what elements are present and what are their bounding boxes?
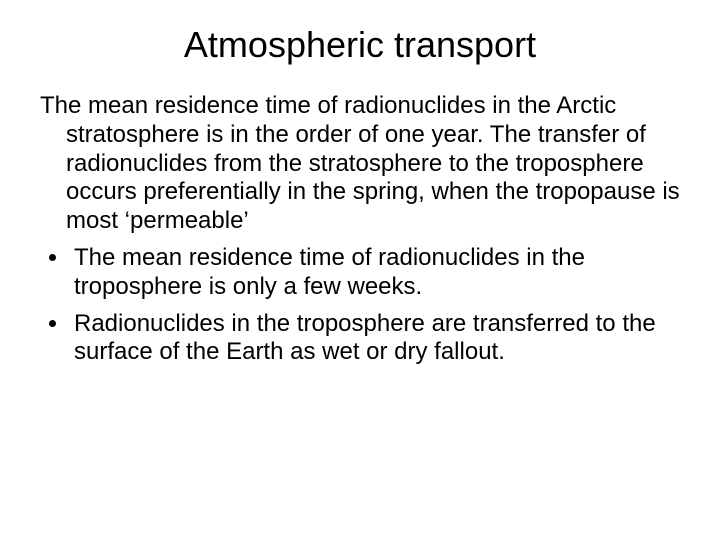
slide-body: The mean residence time of radionuclides…	[40, 92, 680, 367]
slide-title: Atmospheric transport	[40, 24, 680, 66]
bullet-item: Radionuclides in the troposphere are tra…	[70, 310, 680, 368]
bullet-list: The mean residence time of radionuclides…	[40, 244, 680, 367]
body-paragraph: The mean residence time of radionuclides…	[40, 92, 680, 236]
slide: Atmospheric transport The mean residence…	[0, 0, 720, 540]
bullet-item: The mean residence time of radionuclides…	[70, 244, 680, 302]
